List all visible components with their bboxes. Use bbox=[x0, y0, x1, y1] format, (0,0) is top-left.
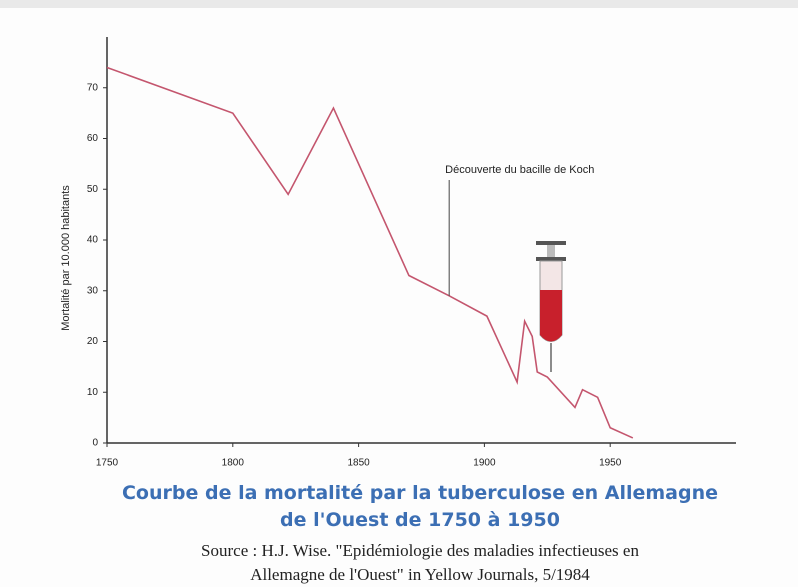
x-tick-label: 1800 bbox=[222, 458, 245, 469]
source: Source : H.J. Wise. "Epidémiologie des m… bbox=[201, 541, 639, 560]
x-tick-label: 1950 bbox=[599, 458, 622, 469]
y-tick-label: 60 bbox=[87, 133, 99, 144]
y-tick-label: 20 bbox=[87, 336, 99, 347]
y-tick-label: 70 bbox=[87, 82, 99, 93]
y-axis-label: Mortalité par 10.000 habitants bbox=[60, 185, 72, 331]
y-tick-label: 10 bbox=[87, 387, 99, 398]
chart-title: Courbe de la mortalité par la tuberculos… bbox=[122, 482, 718, 504]
scan-edge bbox=[0, 0, 798, 8]
x-tick-label: 1900 bbox=[473, 458, 496, 469]
data-line bbox=[106, 66, 634, 439]
y-tick-label: 30 bbox=[87, 285, 99, 296]
y-tick-label: 40 bbox=[87, 235, 99, 246]
source: Allemagne de l'Ouest" in Yellow Journals… bbox=[250, 565, 590, 584]
syringe bbox=[536, 241, 566, 372]
chart-title: de l'Ouest de 1750 à 1950 bbox=[280, 509, 560, 531]
annotation: Découverte du bacille de Koch bbox=[445, 164, 594, 176]
y-tick-label: 50 bbox=[87, 184, 99, 195]
x-tick-label: 1850 bbox=[347, 458, 370, 469]
x-tick-label: 1750 bbox=[96, 458, 119, 469]
y-tick-label: 0 bbox=[92, 438, 98, 449]
